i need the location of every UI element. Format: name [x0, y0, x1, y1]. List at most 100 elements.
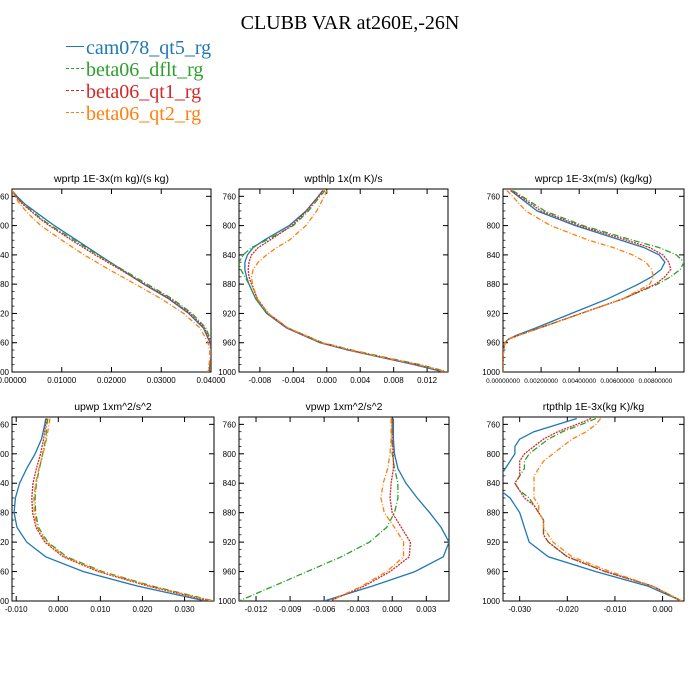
- panel-5-series-4: [329, 418, 405, 601]
- panel-5-series-1: [323, 418, 449, 601]
- panel-4-ytick-label: 760: [0, 420, 10, 429]
- panel-4-xtick-label: -0.010: [5, 605, 28, 614]
- panel-2-ytick-label: 880: [223, 280, 237, 289]
- panel-3-series-1: [503, 189, 666, 372]
- panel-2-title: wpthlp 1x(m K)/s: [303, 173, 382, 185]
- legend-entry-cam078: cam078_qt5_rg: [66, 37, 211, 59]
- panel-1-series-4: [12, 190, 211, 372]
- panel-4-ytick-label: 1000: [0, 597, 10, 606]
- panel-6-series-1: [503, 417, 682, 601]
- panel-2-xtick-label: -0.004: [282, 376, 305, 385]
- panel-1-ytick-label: 760: [0, 192, 10, 201]
- panel-2-series-1: [244, 190, 444, 372]
- panel-1-ytick-label: 960: [0, 339, 10, 348]
- panel-4-xtick-label: 0.000: [48, 605, 69, 614]
- panel-5-ytick-label: 880: [223, 509, 237, 518]
- panel-3-title: wprcp 1E-3x(m/s) (kg/kg): [534, 173, 652, 185]
- panel-2-frame: [238, 188, 449, 373]
- panel-6-ytick-label: 920: [487, 538, 501, 547]
- panel-4-series-4: [33, 418, 213, 601]
- panel-3-ytick-label: 1000: [482, 368, 500, 377]
- panel-1-title: wprtp 1E-3x(m kg)/(s kg): [53, 173, 169, 185]
- panel-4-ytick-label: 920: [0, 538, 10, 547]
- legend-entry-qt1: beta06_qt1_rg: [66, 81, 211, 103]
- panel-3-xtick-label: 0.00600000: [600, 378, 634, 385]
- panel-3-xtick-label: 0.00800000: [639, 378, 673, 385]
- panel-6-xtick-label: -0.030: [508, 605, 531, 614]
- panel-4-frame: [11, 416, 215, 602]
- panel-2-xtick-label: 0.008: [384, 376, 405, 385]
- panel-6-xtick-label: -0.010: [604, 605, 627, 614]
- panel-3-series-3: [503, 189, 672, 372]
- panel-3-ytick-label: 960: [487, 339, 501, 348]
- panel-2-xtick-label: 0.004: [350, 376, 371, 385]
- panel-6-series-3: [514, 417, 682, 601]
- panel-1-xtick-label: 0.02000: [97, 376, 126, 385]
- legend-label-qt2: beta06_qt2_rg: [86, 103, 202, 125]
- legend-line-qt2: [66, 111, 84, 113]
- panel-5-xtick-label: -0.009: [279, 605, 302, 614]
- panel-3-xtick-label: 0.00200000: [524, 378, 558, 385]
- panel-3-ytick-label: 880: [487, 280, 501, 289]
- panel-2-ytick-label: 800: [223, 222, 237, 231]
- panel-2-xtick-label: -0.008: [249, 376, 272, 385]
- panel-4-xtick-label: 0.020: [132, 605, 153, 614]
- legend-line-dflt: [66, 67, 84, 69]
- panel-6-ytick-label: 840: [487, 479, 501, 488]
- panel-1-series-3: [12, 190, 211, 372]
- panel-4-ytick-label: 840: [0, 479, 10, 488]
- panel-2-ytick-label: 840: [223, 251, 237, 260]
- panel-3-ytick-label: 840: [487, 251, 501, 260]
- panel-2-ytick-label: 920: [223, 309, 237, 318]
- panel-5-ytick-label: 800: [223, 450, 237, 459]
- panel-1-series-1: [12, 190, 211, 372]
- panel-5-series-3: [329, 418, 412, 601]
- panel-5-series-2: [239, 418, 399, 601]
- panel-3-series-2: [503, 189, 684, 372]
- panel-5-xtick-label: -0.012: [245, 605, 268, 614]
- legend-label-cam078: cam078_qt5_rg: [86, 37, 212, 59]
- panel-1-ytick-label: 920: [0, 309, 10, 318]
- panel-6-xtick-label: 0.000: [653, 605, 674, 614]
- panel-4-xtick-label: 0.010: [90, 605, 111, 614]
- panel-2-ytick-label: 760: [223, 192, 237, 201]
- legend-label-qt1: beta06_qt1_rg: [86, 81, 202, 103]
- panel-1-xtick-label: 0.00000: [0, 376, 27, 385]
- panel-1-ytick-label: 1000: [0, 368, 10, 377]
- panel-3-frame: [502, 188, 685, 373]
- legend-entry-dflt: beta06_dflt_rg: [66, 59, 211, 81]
- panel-6-ytick-label: 880: [487, 509, 501, 518]
- panel-6-frame: [502, 416, 685, 602]
- panel-5-xtick-label: -0.006: [313, 605, 336, 614]
- panel-1-xtick-label: 0.04000: [197, 376, 226, 385]
- panel-4-ytick-label: 880: [0, 509, 10, 518]
- panel-6-series-4: [533, 418, 682, 601]
- panel-5-xtick-label: 0.003: [416, 605, 437, 614]
- figure-title: CLUBB VAR at260E,-26N: [240, 12, 460, 34]
- panel-3-ytick-label: 800: [487, 222, 501, 231]
- panel-4-ytick-label: 960: [0, 568, 10, 577]
- panel-5-ytick-label: 960: [223, 568, 237, 577]
- panel-3-xtick-label: 0.00000000: [486, 378, 520, 385]
- panel-5-ytick-label: 1000: [218, 597, 236, 606]
- panel-1-xtick-label: 0.01000: [47, 376, 76, 385]
- panel-1-ytick-label: 800: [0, 222, 10, 231]
- panel-6-ytick-label: 800: [487, 450, 501, 459]
- legend: cam078_qt5_rg beta06_dflt_rg beta06_qt1_…: [66, 37, 211, 125]
- panel-2-series-3: [247, 190, 446, 372]
- panel-1-ytick-label: 880: [0, 280, 10, 289]
- panel-5-title: vpwp 1xm^2/s^2: [306, 401, 383, 413]
- legend-line-qt1: [66, 89, 84, 91]
- panel-6-ytick-label: 760: [487, 420, 501, 429]
- panel-3-xtick-label: 0.00400000: [562, 378, 596, 385]
- panel-3-ytick-label: 920: [487, 309, 501, 318]
- panel-4-series-2: [34, 418, 214, 601]
- panel-6-ytick-label: 1000: [482, 597, 500, 606]
- panel-6-xtick-label: -0.020: [556, 605, 579, 614]
- panel-2-xtick-label: 0.012: [417, 376, 438, 385]
- legend-label-dflt: beta06_dflt_rg: [86, 59, 204, 81]
- panel-4-title: upwp 1xm^2/s^2: [74, 401, 152, 413]
- panel-1-ytick-label: 840: [0, 251, 10, 260]
- panel-5-ytick-label: 760: [223, 420, 237, 429]
